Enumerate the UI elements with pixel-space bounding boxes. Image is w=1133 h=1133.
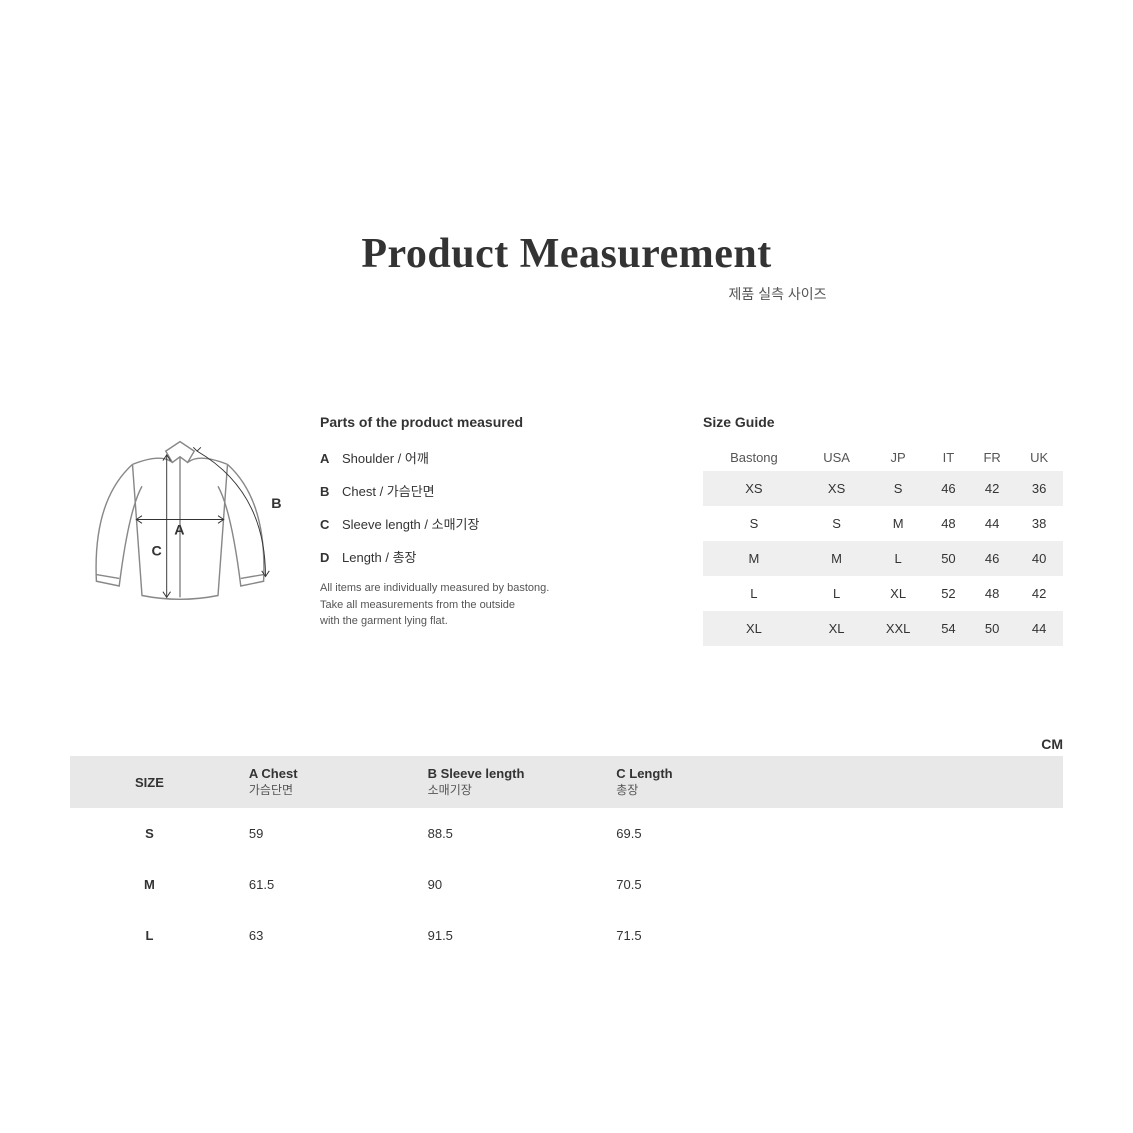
size-guide-cell: L (703, 576, 805, 611)
page-title: Product Measurement (70, 230, 1063, 278)
size-guide-col: USA (805, 444, 869, 471)
size-guide: Size Guide BastongUSAJPITFRUK XSXSS46423… (703, 414, 1063, 646)
size-guide-cell: XL (868, 576, 928, 611)
size-guide-cell: 38 (1015, 506, 1063, 541)
parts-note: All items are individually measured by b… (320, 580, 673, 630)
parts-row-c: CSleeve length / 소매기장 (320, 514, 673, 533)
size-guide-cell: 36 (1015, 471, 1063, 506)
size-guide-cell: M (805, 541, 869, 576)
meas-cell-filler (765, 859, 1063, 910)
meas-cell: 63 (229, 910, 408, 961)
size-guide-cell: S (868, 471, 928, 506)
measurement-table: SIZEA Chest가슴단면B Sleeve length소매기장C Leng… (70, 756, 1063, 961)
meas-cell: 71.5 (596, 910, 765, 961)
meas-col-head: SIZE (70, 756, 229, 808)
size-guide-row: LLXL524842 (703, 576, 1063, 611)
size-guide-cell: S (703, 506, 805, 541)
meas-cell: 59 (229, 808, 408, 859)
title-block: Product Measurement 제품 실측 사이즈 (70, 230, 1063, 304)
size-guide-cell: XS (703, 471, 805, 506)
meas-row: L6391.571.5 (70, 910, 1063, 961)
size-guide-cell: 44 (1015, 611, 1063, 646)
size-guide-cell: 50 (928, 541, 969, 576)
size-guide-cell: L (868, 541, 928, 576)
parts-row-d: DLength / 총장 (320, 547, 673, 566)
meas-cell: 90 (408, 859, 597, 910)
size-guide-table: BastongUSAJPITFRUK XSXSS464236SSM484438M… (703, 444, 1063, 646)
size-guide-cell: 40 (1015, 541, 1063, 576)
size-guide-cell: M (703, 541, 805, 576)
size-guide-cell: 54 (928, 611, 969, 646)
page-subtitle: 제품 실측 사이즈 (307, 284, 827, 304)
size-guide-cell: M (868, 506, 928, 541)
size-guide-cell: XL (703, 611, 805, 646)
size-guide-col: JP (868, 444, 928, 471)
shirt-diagram: A B C (70, 414, 290, 629)
meas-col-filler (765, 756, 1063, 808)
meas-col-head: B Sleeve length소매기장 (408, 756, 597, 808)
size-guide-col: FR (969, 444, 1015, 471)
size-guide-heading: Size Guide (703, 414, 1063, 430)
size-guide-cell: 42 (1015, 576, 1063, 611)
meas-cell: 61.5 (229, 859, 408, 910)
meas-cell: 69.5 (596, 808, 765, 859)
meas-cell-filler (765, 808, 1063, 859)
parts-row-a: AShoulder / 어깨 (320, 448, 673, 467)
size-guide-cell: L (805, 576, 869, 611)
size-guide-cell: 52 (928, 576, 969, 611)
size-guide-cell: XL (805, 611, 869, 646)
meas-cell: L (70, 910, 229, 961)
size-guide-cell: 44 (969, 506, 1015, 541)
meas-row: M61.59070.5 (70, 859, 1063, 910)
unit-label: CM (70, 736, 1063, 752)
parts-heading: Parts of the product measured (320, 414, 673, 430)
meas-cell-filler (765, 910, 1063, 961)
meas-cell: M (70, 859, 229, 910)
size-guide-cell: XS (805, 471, 869, 506)
size-guide-cell: 46 (969, 541, 1015, 576)
size-guide-cell: S (805, 506, 869, 541)
size-guide-cell: 46 (928, 471, 969, 506)
diagram-label-a: A (174, 523, 184, 539)
mid-section: A B C Parts of the product measured (70, 414, 1063, 646)
meas-cell: 88.5 (408, 808, 597, 859)
size-guide-cell: 48 (928, 506, 969, 541)
parts-row-b: BChest / 가슴단면 (320, 481, 673, 500)
diagram-label-b: B (271, 496, 281, 512)
meas-row: S5988.569.5 (70, 808, 1063, 859)
size-guide-cell: 48 (969, 576, 1015, 611)
size-guide-col: UK (1015, 444, 1063, 471)
size-guide-row: MML504640 (703, 541, 1063, 576)
size-guide-row: XSXSS464236 (703, 471, 1063, 506)
meas-col-head: A Chest가슴단면 (229, 756, 408, 808)
size-guide-cell: XXL (868, 611, 928, 646)
size-guide-col: Bastong (703, 444, 805, 471)
size-guide-row: SSM484438 (703, 506, 1063, 541)
meas-cell: 91.5 (408, 910, 597, 961)
size-guide-row: XLXLXXL545044 (703, 611, 1063, 646)
diagram-label-c: C (152, 544, 162, 560)
meas-col-head: C Length총장 (596, 756, 765, 808)
meas-cell: 70.5 (596, 859, 765, 910)
size-guide-col: IT (928, 444, 969, 471)
parts-measured: Parts of the product measured AShoulder … (320, 414, 673, 630)
size-guide-cell: 50 (969, 611, 1015, 646)
meas-cell: S (70, 808, 229, 859)
size-guide-cell: 42 (969, 471, 1015, 506)
